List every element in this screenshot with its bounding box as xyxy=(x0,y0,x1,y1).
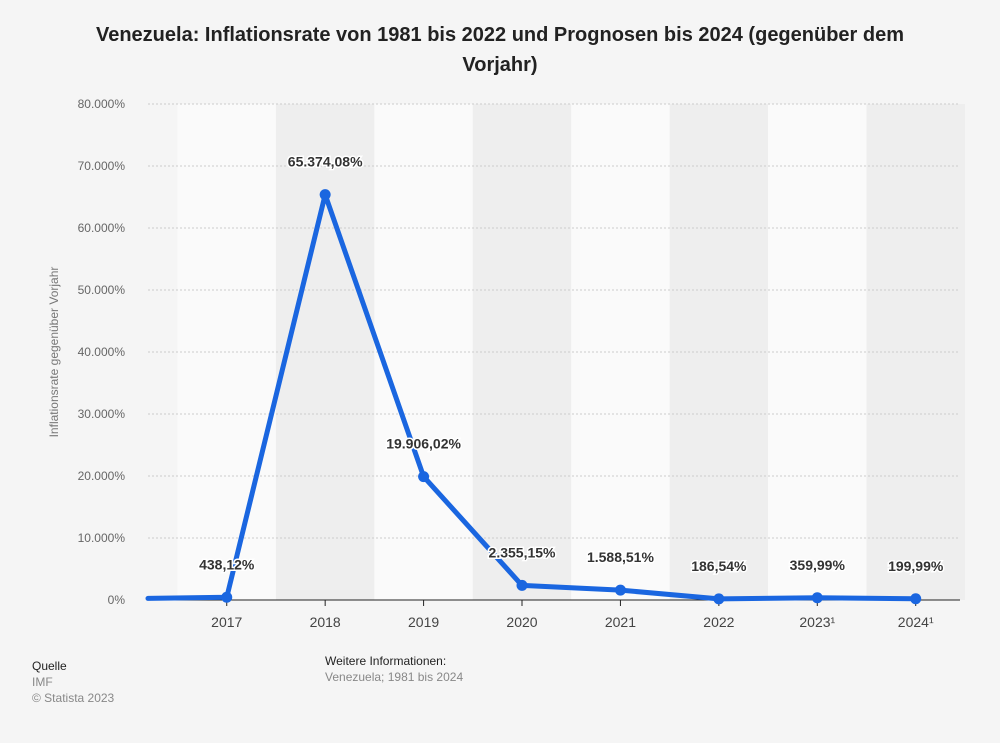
x-tick-label: 2018 xyxy=(310,614,341,630)
data-point[interactable] xyxy=(516,579,528,591)
data-point[interactable] xyxy=(614,584,626,596)
y-tick-label: 0% xyxy=(108,593,126,607)
grid-lines xyxy=(148,103,960,539)
x-tick-label: 2019 xyxy=(408,614,439,630)
source-heading: Quelle xyxy=(32,659,67,673)
info-text: Venezuela; 1981 bis 2024 xyxy=(325,670,464,684)
y-axis-ticks: 0% 10.000% 20.000% 30.000% 40.000% 50.000% 60.… xyxy=(78,97,126,607)
x-tick-label: 2024¹ xyxy=(898,614,934,630)
data-label: 438,12% xyxy=(199,556,255,572)
y-tick-label: 70.000% xyxy=(78,159,126,173)
data-point[interactable] xyxy=(713,593,725,605)
y-tick-label: 10.000% xyxy=(78,531,126,545)
data-point[interactable] xyxy=(221,591,233,603)
data-point[interactable] xyxy=(910,593,922,605)
background-bands xyxy=(177,104,965,600)
data-points xyxy=(221,189,922,605)
data-label: 1.588,51% xyxy=(587,549,654,565)
y-tick-label: 40.000% xyxy=(78,345,126,359)
data-label: 199,99% xyxy=(888,558,944,574)
y-tick-label: 30.000% xyxy=(78,407,126,421)
x-tick-label: 2017 xyxy=(211,614,242,630)
x-tick-label: 2023¹ xyxy=(799,614,835,630)
data-point[interactable] xyxy=(811,592,823,604)
source-name[interactable]: IMF xyxy=(32,675,53,689)
x-tick-label: 2021 xyxy=(605,614,636,630)
y-tick-label: 20.000% xyxy=(78,469,126,483)
band-5 xyxy=(669,104,769,600)
y-tick-label: 60.000% xyxy=(78,221,126,235)
chart-title: Venezuela: Inflationsrate von 1981 bis 2… xyxy=(95,24,905,76)
data-label: 65.374,08% xyxy=(288,154,363,170)
data-label: 359,99% xyxy=(790,557,846,573)
data-labels: 438,12% 65.374,08% 19.906,02% 2.355,15% 1.58… xyxy=(198,152,946,575)
y-tick-label: 80.000% xyxy=(78,97,126,111)
x-axis-ticks: 2017 2018 2019 2020 2021 2022 2023¹ 2024¹ xyxy=(211,600,934,630)
copyright[interactable]: © Statista 2023 xyxy=(32,691,115,705)
y-axis-label: Inflationsrate gegenüber Vorjahr xyxy=(47,266,61,438)
y-tick-label: 50.000% xyxy=(78,283,126,297)
source-block: Quelle IMF © Statista 2023 xyxy=(32,658,114,706)
x-tick-label: 2022 xyxy=(703,614,734,630)
info-heading: Weitere Informationen: xyxy=(325,654,447,668)
data-label: 2.355,15% xyxy=(489,544,556,560)
x-tick-label: 2020 xyxy=(506,614,537,630)
info-block: Weitere Informationen: Venezuela; 1981 b… xyxy=(325,653,463,685)
data-point[interactable] xyxy=(418,471,430,483)
data-label: 19.906,02% xyxy=(386,436,461,452)
data-label: 186,54% xyxy=(691,558,747,574)
data-point[interactable] xyxy=(319,189,331,201)
